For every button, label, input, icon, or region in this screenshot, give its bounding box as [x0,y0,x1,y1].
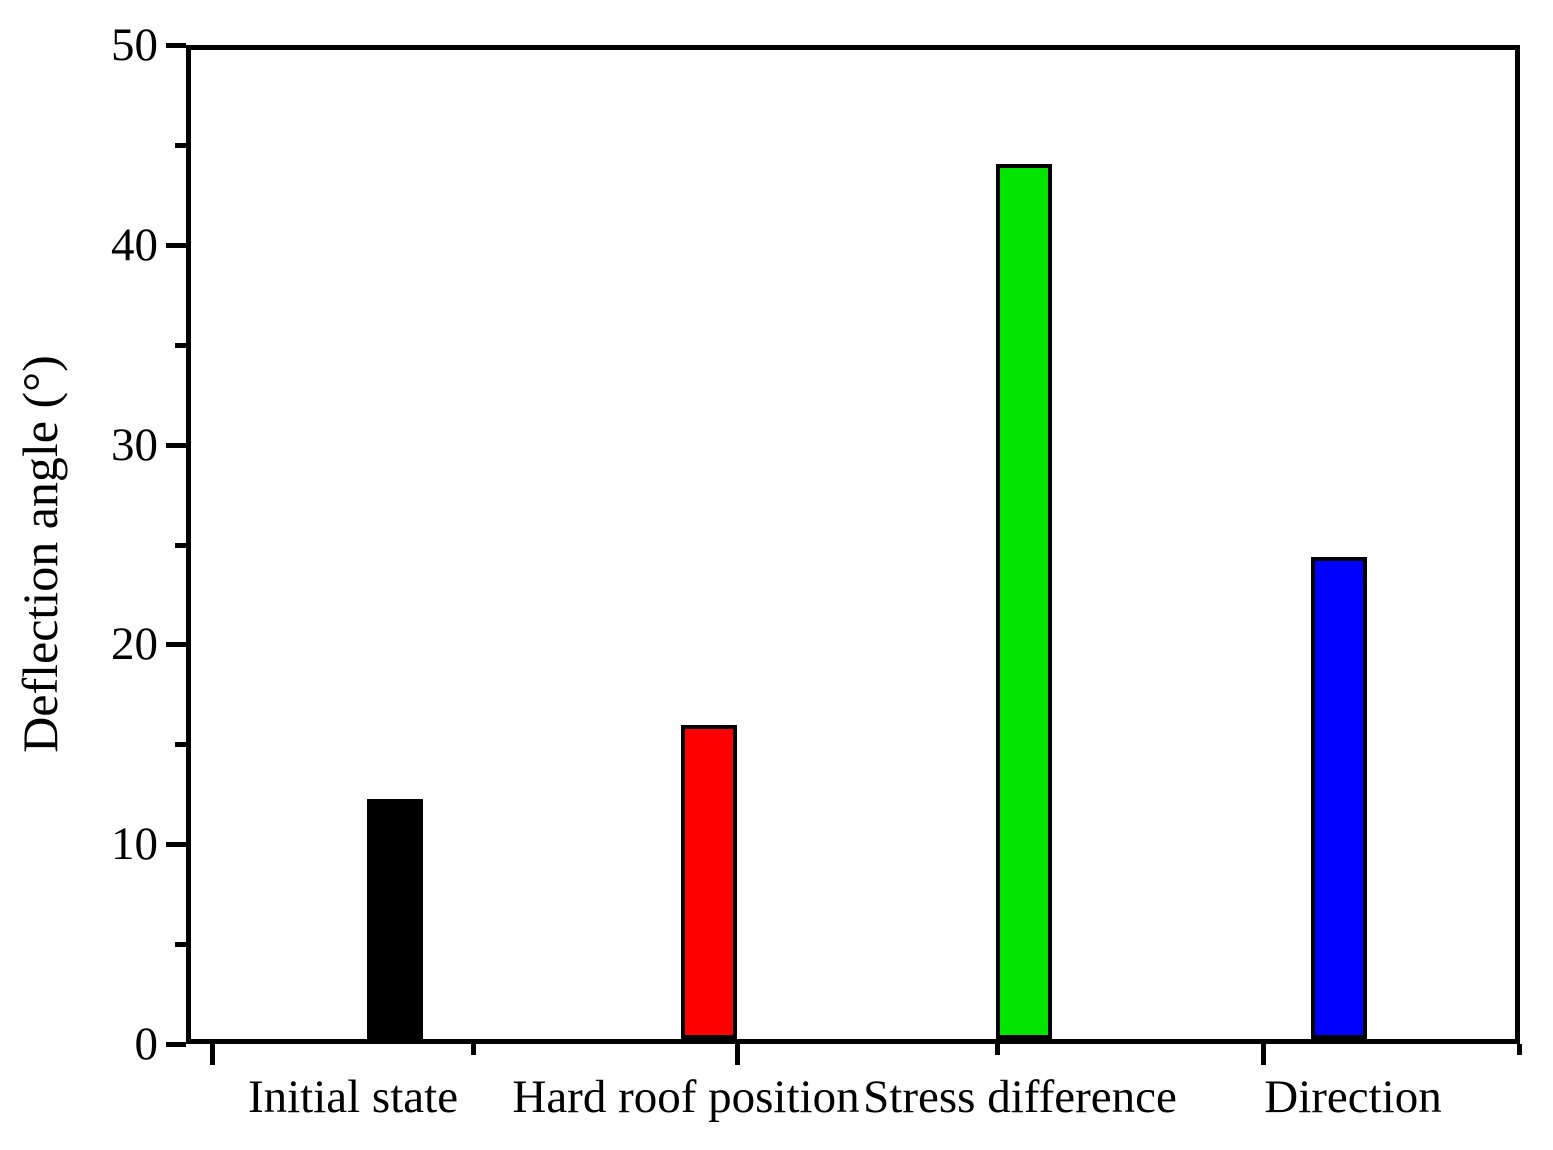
y-minor-tick [175,742,186,747]
x-major-tick [210,1044,215,1065]
y-tick-label: 10 [111,818,158,870]
x-minor-tick [471,1044,476,1055]
y-tick-label: 0 [134,1018,159,1070]
y-tick-label: 30 [111,419,158,471]
y-major-tick [166,642,186,647]
y-axis-title: Deflection angle (°) [12,355,68,753]
y-minor-tick [175,343,186,348]
x-major-tick [1261,1044,1266,1065]
x-tick-label: Initial state [247,1071,459,1123]
x-tick-label: Stress difference [863,1071,1177,1123]
y-tick-label: 50 [111,19,158,71]
x-major-tick [735,1044,740,1065]
bar-direction [1311,557,1367,1039]
y-minor-tick [175,143,186,148]
x-tick-label: Hard roof position [512,1071,860,1123]
bar-initial-state [367,799,423,1039]
y-major-tick [166,243,186,248]
x-minor-tick [1517,1044,1522,1055]
y-tick-label: 40 [111,219,158,271]
bar-hard-roof-position [681,725,737,1039]
plot-area [186,45,1520,1044]
bar-stress-difference [996,164,1052,1039]
x-minor-tick [995,1044,1000,1055]
y-major-tick [166,1042,186,1047]
y-tick-label: 20 [111,618,158,670]
y-major-tick [166,842,186,847]
y-major-tick [166,443,186,448]
x-tick-label: Direction [1264,1071,1442,1123]
y-minor-tick [175,942,186,947]
y-minor-tick [175,543,186,548]
y-major-tick [166,43,186,48]
